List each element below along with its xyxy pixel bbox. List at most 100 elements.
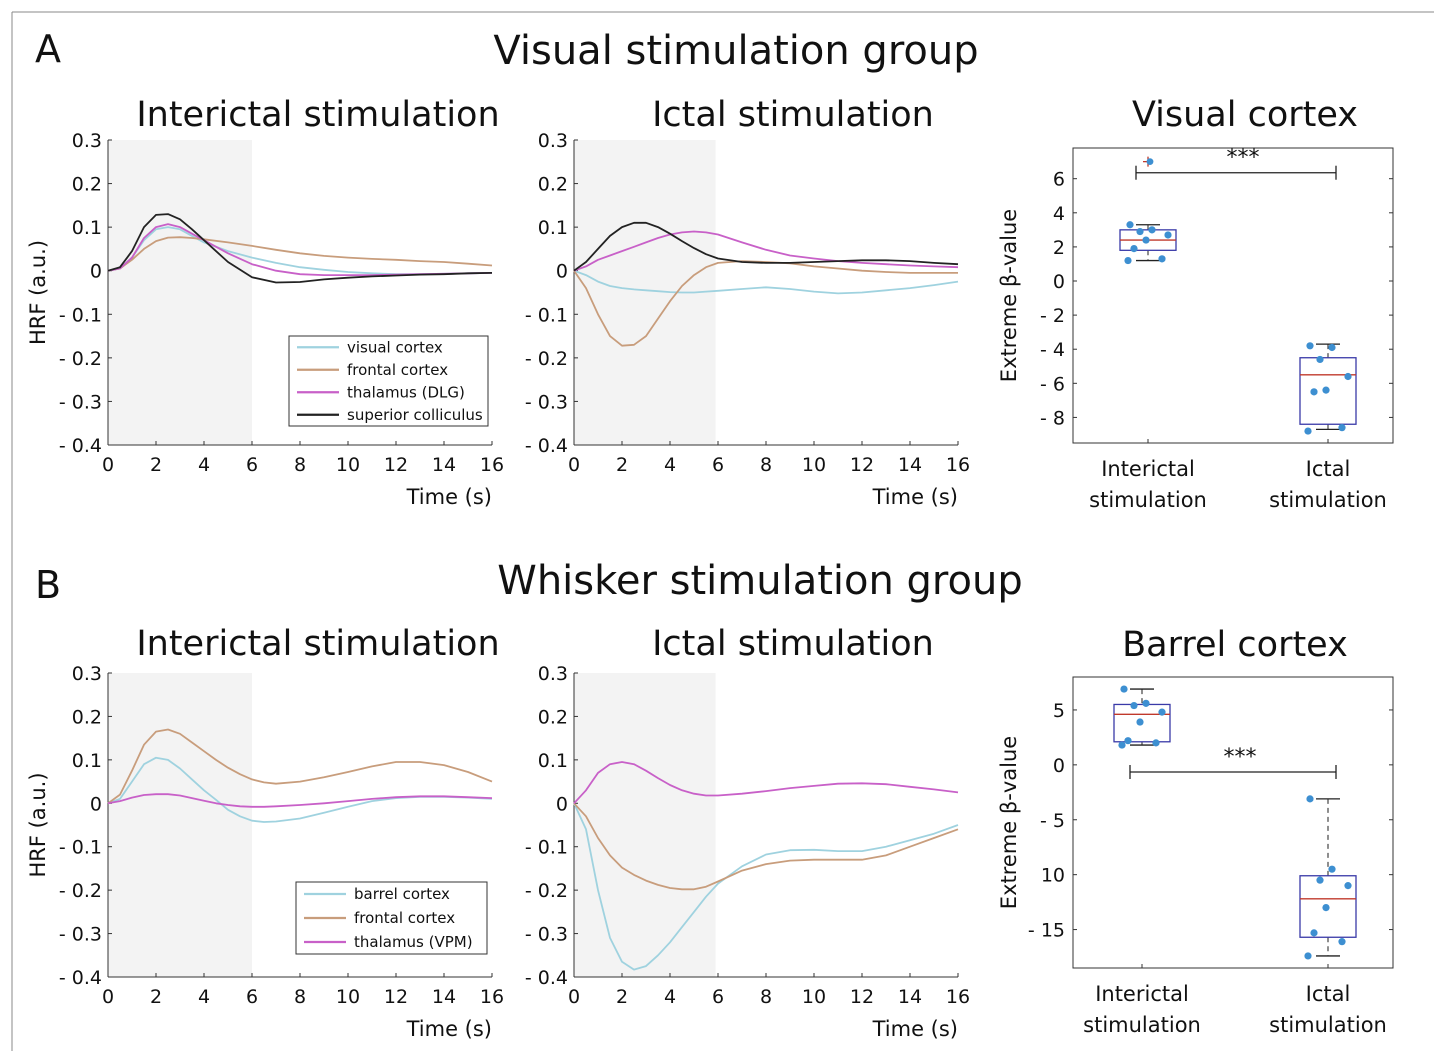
x-axis-label: Time (s): [406, 485, 492, 509]
data-point: [1142, 236, 1150, 244]
x-tick-label: 12: [384, 986, 408, 1008]
series-line-thalamus-vpm-: [107, 793, 493, 808]
y-tick-label: 0.1: [538, 750, 568, 772]
data-point: [1304, 952, 1312, 960]
series-line-superior-colliculus: [107, 213, 493, 284]
stimulation-shade: [108, 140, 252, 445]
y-tick-label: - 2: [1040, 305, 1065, 327]
chart-title: Ictal stimulation: [652, 624, 934, 664]
data-point: [1338, 424, 1346, 432]
series-line-frontal-cortex: [573, 260, 958, 347]
y-tick-label: 0.1: [72, 217, 102, 239]
x-tick-label: 8: [760, 986, 772, 1008]
data-point: [1322, 386, 1330, 394]
y-tick-label: 0.3: [538, 663, 568, 685]
data-point: [1152, 739, 1160, 747]
y-tick-label: - 0.2: [59, 348, 102, 370]
data-point: [1130, 701, 1138, 710]
y-axis-label: HRF (a.u.): [26, 772, 50, 877]
x-tick-label: 10: [802, 454, 826, 476]
data-point: [1344, 372, 1352, 381]
x-tick-label: 8: [760, 454, 772, 476]
x-tick-label: 0: [102, 986, 114, 1008]
x-tick-label: 10: [336, 454, 360, 476]
series-line-frontal-cortex: [107, 236, 493, 272]
x-tick-label: 2: [150, 986, 162, 1008]
x-tick-label: 0: [568, 454, 580, 476]
data-point: [1124, 256, 1132, 265]
y-tick-label: 0: [556, 793, 568, 815]
y-tick-label: 0.3: [538, 130, 568, 152]
legend-label: thalamus (DLG): [347, 383, 465, 401]
y-tick-label: - 0.4: [525, 435, 568, 457]
chart-a-ictal-hrf: Ictal stimulation 0 2 4 6 8 10 12 14 16 0.3 0.2 0.1 0…: [525, 95, 970, 509]
x-tick-label: 10: [336, 986, 360, 1008]
y-tick-label: 0: [90, 261, 102, 283]
box-interictal: [1119, 156, 1177, 265]
y-tick-label: - 0.4: [525, 967, 568, 989]
x-tick-label: 2: [150, 454, 162, 476]
x-tick-label: 12: [850, 454, 874, 476]
y-tick-label: - 0.4: [59, 435, 102, 457]
category-label: Interictal stimulation: [1083, 982, 1201, 1037]
data-point: [1136, 227, 1144, 236]
legend-label: barrel cortex: [354, 885, 450, 903]
data-point: [1158, 708, 1166, 716]
y-tick-label: 0.2: [72, 174, 102, 196]
data-point: [1124, 737, 1132, 745]
panel-b-letter: B: [35, 563, 61, 607]
y-tick-label: 0: [90, 793, 102, 815]
x-tick-label: 12: [384, 454, 408, 476]
x-tick-label: 2: [616, 986, 628, 1008]
y-tick-label: 0.3: [72, 663, 102, 685]
chart-title: Visual cortex: [1132, 95, 1358, 135]
y-tick-label: 0.2: [72, 706, 102, 728]
chart-a-visual-cortex-boxplot: Visual cortex 6 4 2 0 - 2 - 4 - 6 - 8 Extreme β-v…: [997, 95, 1394, 512]
box-interictal: [1113, 685, 1171, 749]
data-point: [1306, 795, 1314, 803]
data-point: [1164, 231, 1172, 239]
x-tick-label: 0: [568, 986, 580, 1008]
y-axis-label: Extreme β-value: [997, 209, 1021, 382]
x-tick-label: 6: [246, 454, 258, 476]
x-tick-label: 14: [898, 454, 922, 476]
y-tick-label: - 0.3: [59, 391, 102, 413]
legend: visual cortex frontal cortex thalamus (DLG…: [288, 335, 489, 427]
y-tick-label: 10: [1041, 865, 1065, 887]
y-tick-label: - 0.1: [525, 304, 568, 326]
y-tick-label: - 0.4: [59, 967, 102, 989]
category-label-line: stimulation: [1269, 1013, 1387, 1037]
data-point: [1126, 221, 1134, 229]
data-point: [1322, 904, 1330, 912]
data-point: [1120, 685, 1128, 693]
chart-a-interictal-hrf: Interictal stimulation 0 2 4 6 8 10 12 14 16 0.3 0.…: [26, 95, 504, 509]
data-point: [1328, 865, 1336, 873]
y-tick-label: 0.3: [72, 130, 102, 152]
y-tick-label: - 8: [1040, 407, 1065, 429]
data-point: [1148, 226, 1156, 234]
data-point: [1338, 938, 1346, 946]
y-axis-label: Extreme β-value: [997, 736, 1021, 909]
box-ictal: [1299, 342, 1357, 435]
y-tick-label: - 0.3: [525, 391, 568, 413]
legend: barrel cortex frontal cortex thalamus (VPM…: [295, 881, 488, 955]
series-line-thalamus-dlg-: [573, 230, 959, 272]
significance-label: ***: [1224, 745, 1257, 770]
x-tick-label: 4: [664, 986, 676, 1008]
data-point: [1118, 741, 1126, 749]
y-tick-label: 0.2: [538, 174, 568, 196]
data-point: [1306, 342, 1314, 350]
y-tick-label: - 0.1: [59, 304, 102, 326]
legend-label: frontal cortex: [354, 909, 455, 927]
legend-label: visual cortex: [347, 338, 443, 356]
data-point: [1304, 427, 1312, 435]
category-label-line: stimulation: [1083, 1013, 1201, 1037]
data-point: [1316, 355, 1324, 364]
panel-a-letter: A: [35, 27, 61, 71]
y-tick-label: - 0.3: [59, 924, 102, 946]
category-label-line: Interictal: [1101, 457, 1195, 481]
data-point: [1344, 882, 1352, 890]
chart-b-ictal-hrf: Ictal stimulation 0 2 4 6 8 10 12 14 16 0.3 0.2 0.1 0…: [525, 624, 970, 1041]
y-tick-label: 6: [1053, 169, 1065, 191]
